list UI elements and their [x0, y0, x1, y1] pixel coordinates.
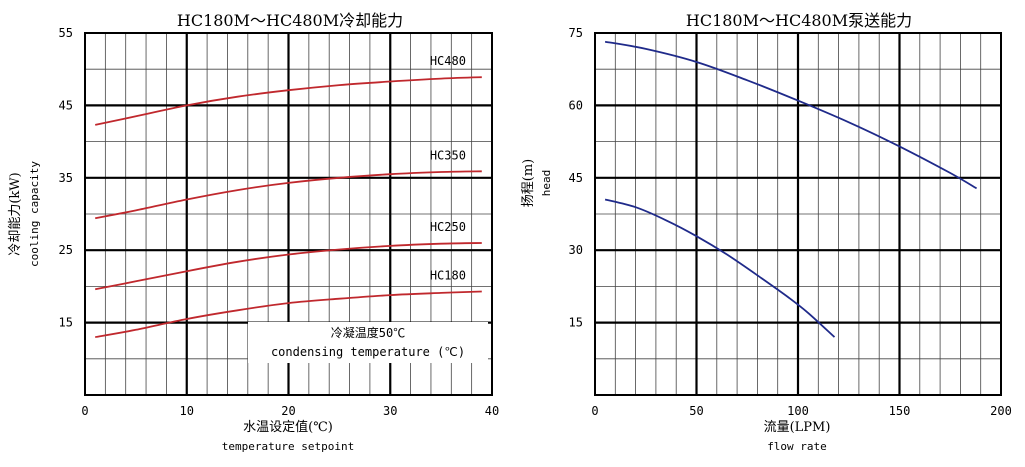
y-tick-label: 15	[569, 316, 583, 330]
series-label: HC350	[430, 148, 466, 162]
y-tick-label: 75	[569, 26, 583, 40]
figure: HC180M～HC480M冷却能力 HC480 HC350 HC250 HC180 冷…	[0, 0, 1025, 467]
annotation-line1: 冷凝温度50℃	[331, 325, 405, 340]
x-tick-label: 100	[787, 404, 809, 418]
x-tick-label: 0	[591, 404, 598, 418]
y-tick-label: 25	[59, 243, 73, 257]
annotation-box: 冷凝温度50℃ condensing temperature (℃)	[248, 322, 488, 363]
x-tick-labels: 0 10 20 30 40	[81, 404, 499, 418]
pumping-capacity-chart: HC180M～HC480M泵送能力 0 50 100 150 200 15 30 45 60 7…	[521, 11, 1012, 453]
x-axis-label-en: temperature setpoint	[222, 440, 354, 453]
series-line-lower	[605, 200, 834, 338]
x-tick-label: 200	[990, 404, 1012, 418]
y-tick-label: 55	[59, 26, 73, 40]
chart-title: HC180M～HC480M冷却能力	[177, 11, 403, 30]
x-tick-label: 20	[281, 404, 295, 418]
y-tick-label: 30	[569, 243, 583, 257]
x-tick-label: 0	[81, 404, 88, 418]
cooling-capacity-chart: HC180M～HC480M冷却能力 HC480 HC350 HC250 HC180 冷…	[8, 11, 499, 453]
y-tick-label: 15	[59, 316, 73, 330]
y-tick-label: 45	[569, 171, 583, 185]
series-group	[605, 42, 977, 337]
x-axis-label: 流量(LPM)	[764, 420, 831, 435]
x-axis-label: 水温设定值(℃)	[243, 419, 333, 435]
series-label: HC180	[430, 268, 466, 282]
y-tick-label: 35	[59, 171, 73, 185]
y-axis-label: 冷却能力(kW)	[8, 172, 23, 255]
x-tick-label: 40	[485, 404, 499, 418]
x-tick-label: 30	[383, 404, 397, 418]
chart-title: HC180M～HC480M泵送能力	[686, 11, 912, 30]
x-tick-label: 50	[689, 404, 703, 418]
annotation-line2: condensing temperature (℃)	[271, 345, 465, 359]
y-axis-label-en: head	[540, 170, 553, 197]
series-label: HC480	[430, 54, 466, 68]
y-axis-label: 扬程(m)	[521, 159, 536, 207]
y-axis-label-en: cooling capacity	[28, 161, 41, 267]
y-tick-label: 45	[59, 98, 73, 112]
series-label: HC250	[430, 220, 466, 234]
x-tick-label: 150	[889, 404, 911, 418]
y-tick-label: 60	[569, 98, 583, 112]
x-tick-label: 10	[180, 404, 194, 418]
x-tick-labels: 0 50 100 150 200	[591, 404, 1011, 418]
y-tick-labels: 15 30 45 60 75	[569, 26, 583, 330]
x-axis-label-en: flow rate	[767, 440, 827, 453]
series-line-upper	[605, 42, 977, 189]
y-tick-labels: 15 25 35 45 55	[59, 26, 73, 330]
